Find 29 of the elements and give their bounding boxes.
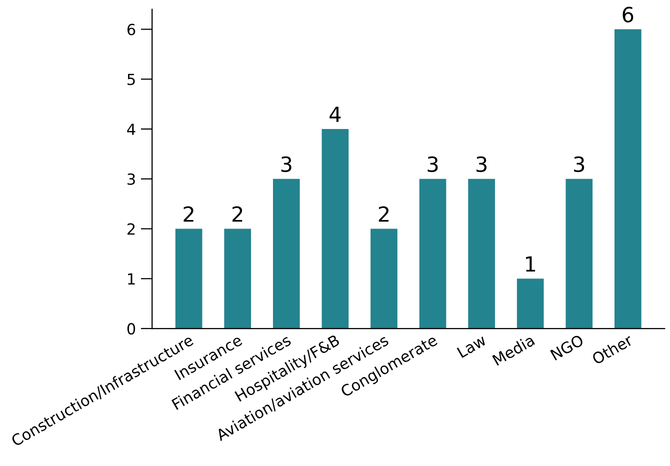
y-tick-label: 3 bbox=[128, 173, 135, 185]
data-label: 2 bbox=[378, 206, 389, 222]
bar bbox=[419, 178, 446, 329]
x-tick-label: NGO bbox=[550, 334, 584, 361]
bar bbox=[614, 29, 642, 329]
data-label: 3 bbox=[428, 156, 438, 172]
data-label: 3 bbox=[574, 156, 584, 172]
y-tick-label: 1 bbox=[128, 273, 135, 284]
bar bbox=[516, 278, 544, 329]
bar bbox=[322, 129, 349, 329]
data-label: 1 bbox=[526, 256, 536, 272]
data-label: 2 bbox=[184, 206, 194, 222]
bar bbox=[272, 178, 300, 329]
y-tick-label: 2 bbox=[128, 223, 135, 235]
data-label: 2 bbox=[232, 206, 242, 222]
bar bbox=[370, 228, 398, 329]
bar bbox=[468, 178, 495, 329]
y-tick-label: 0 bbox=[127, 322, 136, 335]
bar bbox=[175, 228, 202, 329]
bar bbox=[566, 178, 593, 329]
bar bbox=[224, 228, 252, 329]
y-tick-label: 5 bbox=[128, 74, 135, 86]
y-tick-label: 6 bbox=[127, 24, 136, 36]
x-tick-label: Law bbox=[456, 334, 487, 358]
y-tick-label: 4 bbox=[127, 124, 136, 135]
data-label: 3 bbox=[476, 156, 487, 172]
data-label: 3 bbox=[281, 156, 292, 172]
data-label: 4 bbox=[330, 106, 341, 122]
data-label: 6 bbox=[622, 6, 634, 22]
